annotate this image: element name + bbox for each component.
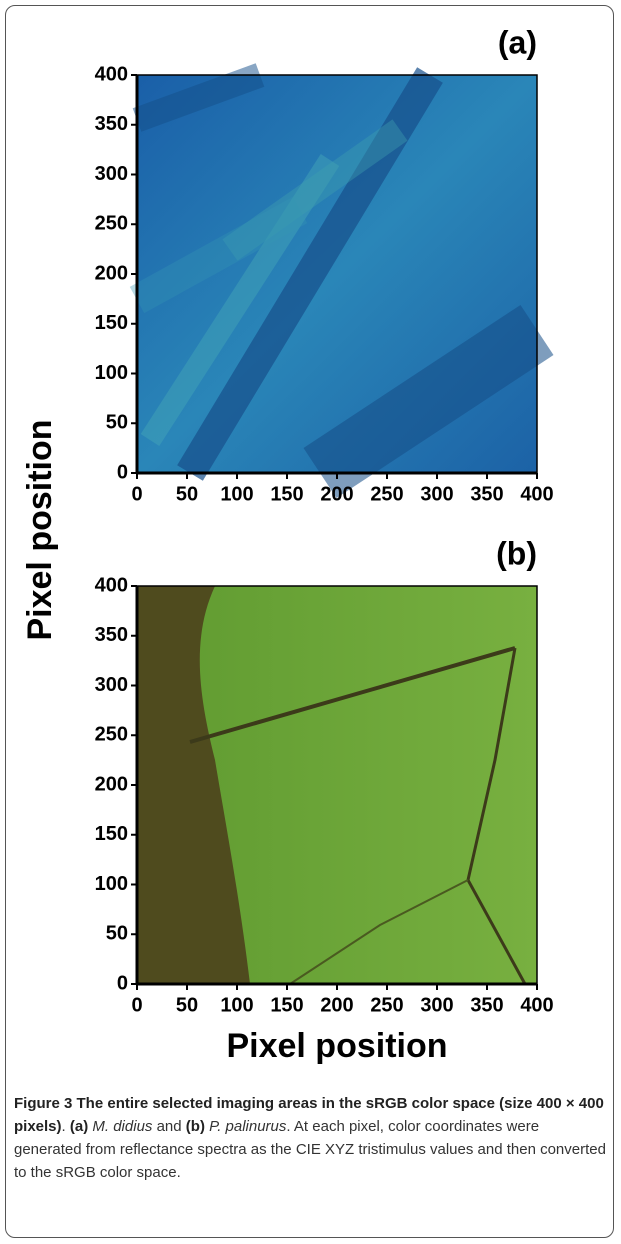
x-tick-label: 100 (220, 994, 253, 1016)
y-tick-label: 300 (95, 674, 128, 696)
caption-text: and (152, 1118, 186, 1135)
y-tick-label: 350 (95, 113, 128, 135)
x-tick-label: 400 (520, 994, 553, 1016)
figure-frame (5, 5, 614, 1238)
x-tick-label: 350 (470, 994, 503, 1016)
x-tick-label: 250 (370, 994, 403, 1016)
y-tick-label: 200 (95, 262, 128, 284)
x-tick-label: 250 (370, 483, 403, 505)
y-tick-label: 50 (106, 923, 128, 945)
figure: Pixel position Pixel position 0 50 100 150 2… (21, 24, 554, 1065)
y-tick-label: 300 (95, 163, 128, 185)
x-tick-label: 0 (131, 994, 142, 1016)
x-axis-label: Pixel position (226, 1027, 447, 1065)
x-tick-label: 50 (176, 483, 198, 505)
x-tick-label: 100 (220, 483, 253, 505)
x-tick-label: 200 (320, 483, 353, 505)
y-tick-label: 100 (95, 362, 128, 384)
x-tick-label: 300 (420, 483, 453, 505)
y-tick-label: 0 (117, 972, 128, 994)
y-tick-label: 250 (95, 213, 128, 235)
x-tick-label: 350 (470, 483, 503, 505)
caption-text: . At each pixel, color coordinates were … (14, 1118, 606, 1181)
caption-panel: (a) (69, 1118, 89, 1135)
panel-label: (b) (496, 535, 537, 571)
y-tick-label: 50 (106, 412, 128, 434)
caption-species: P. palinurus (204, 1118, 287, 1135)
panel-label: (a) (498, 24, 537, 60)
y-tick-label: 100 (95, 873, 128, 895)
y-tick-label: 0 (117, 461, 128, 483)
y-tick-label: 150 (95, 823, 128, 845)
caption-species: M. didius (88, 1118, 153, 1135)
x-tick-label: 400 (520, 483, 553, 505)
y-axis-label: Pixel position (21, 419, 59, 640)
y-tick-label: 150 (95, 312, 128, 334)
x-tick-label: 150 (270, 994, 303, 1016)
y-tick-label: 200 (95, 773, 128, 795)
x-tick-label: 150 (270, 483, 303, 505)
caption-panel: (b) (185, 1118, 205, 1135)
caption-text: . (61, 1118, 70, 1135)
y-tick-label: 400 (95, 63, 128, 85)
x-tick-label: 300 (420, 994, 453, 1016)
image-b (137, 586, 537, 985)
image-a (129, 63, 554, 499)
y-tick-label: 400 (95, 574, 128, 596)
y-tick-label: 350 (95, 624, 128, 646)
x-tick-label: 0 (131, 483, 142, 505)
caption: Figure 3 The entire selected imaging are… (14, 1092, 610, 1184)
x-tick-label: 200 (320, 994, 353, 1016)
caption-title: Figure 3 The entire selected imaging are… (14, 1095, 604, 1135)
x-tick-label: 50 (176, 994, 198, 1016)
y-tick-label: 250 (95, 724, 128, 746)
